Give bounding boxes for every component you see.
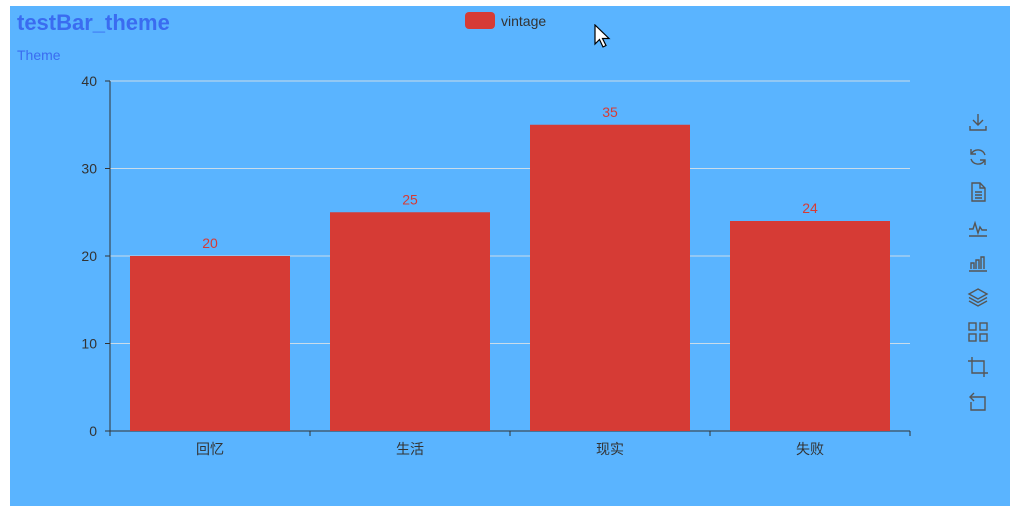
- legend-label: vintage: [501, 12, 547, 29]
- y-tick-label: 40: [81, 73, 97, 89]
- stack-icon[interactable]: [964, 279, 992, 314]
- chart-canvas: testBar_theme Theme vintage 0 10 20 30 40 20 回…: [10, 6, 1010, 506]
- zoom-icon[interactable]: [964, 349, 992, 384]
- data-label: 25: [402, 191, 418, 207]
- data-label: 24: [802, 200, 818, 216]
- data-label: 20: [202, 235, 218, 251]
- bar: [130, 256, 290, 431]
- bar: [730, 221, 890, 431]
- legend-swatch: [465, 12, 495, 29]
- chart-subtitle: Theme: [17, 47, 61, 63]
- y-tick-label: 10: [81, 336, 97, 352]
- y-tick-label: 30: [81, 161, 97, 177]
- bar-chart: 0 10 20 30 40 20 回忆 25 生活 35 现实 24 失败: [81, 73, 911, 458]
- x-tick-label: 生活: [396, 442, 424, 458]
- line-chart-icon[interactable]: [964, 209, 992, 244]
- data-view-icon[interactable]: [964, 174, 992, 209]
- x-tick-label: 现实: [596, 442, 624, 458]
- x-tick-label: 回忆: [196, 442, 224, 458]
- legend-item-vintage[interactable]: vintage: [465, 12, 546, 29]
- tiled-icon[interactable]: [964, 314, 992, 349]
- bar: [530, 124, 690, 431]
- y-tick-label: 20: [81, 248, 97, 264]
- bar: [330, 212, 490, 431]
- download-icon[interactable]: [964, 104, 992, 139]
- x-tick-label: 失败: [796, 442, 824, 458]
- toolbox: [964, 104, 992, 419]
- zoom-reset-icon[interactable]: [964, 384, 992, 419]
- chart-title: testBar_theme: [17, 10, 170, 35]
- mouse-cursor-icon: [594, 24, 611, 48]
- data-label: 35: [602, 104, 618, 120]
- bar-chart-icon[interactable]: [964, 244, 992, 279]
- refresh-icon[interactable]: [964, 139, 992, 174]
- y-tick-label: 0: [89, 423, 97, 439]
